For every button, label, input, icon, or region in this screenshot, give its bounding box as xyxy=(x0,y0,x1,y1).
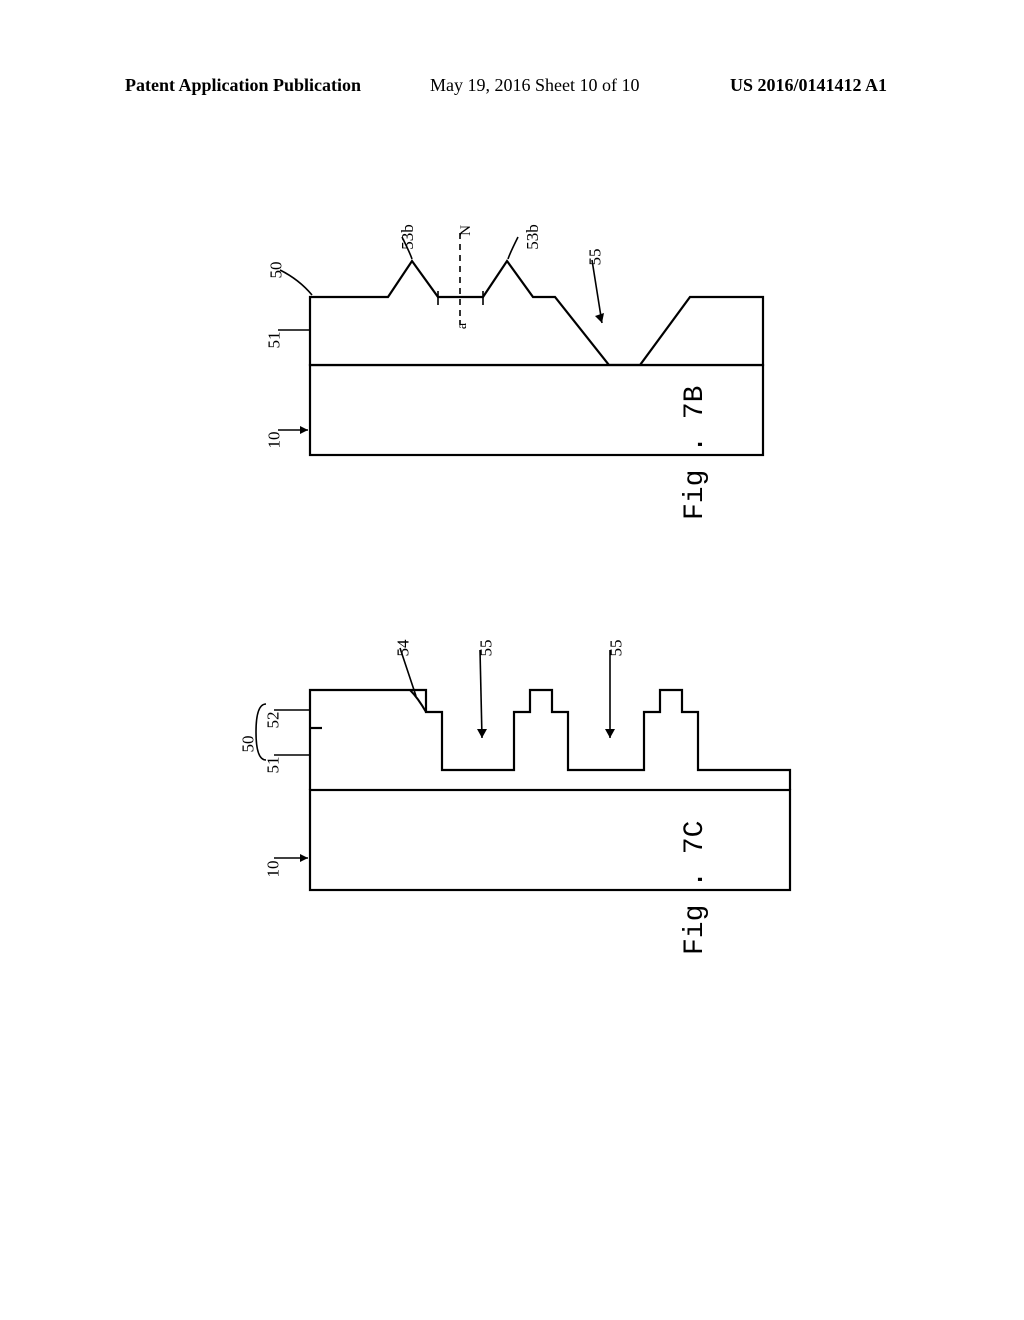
label-55-7c-1: 55 xyxy=(477,640,497,657)
label-52-7c: 52 xyxy=(264,712,284,729)
label-10-7c: 10 xyxy=(264,861,284,878)
fig-7c xyxy=(250,620,840,940)
label-54-7c: 54 xyxy=(394,640,414,657)
fig-7b-caption: Fig . 7B xyxy=(680,386,711,520)
header-mid: May 19, 2016 Sheet 10 of 10 xyxy=(430,75,639,96)
header-left: Patent Application Publication xyxy=(125,75,361,96)
header-right: US 2016/0141412 A1 xyxy=(730,75,887,96)
label-55-7b: 55 xyxy=(586,249,606,266)
fig-7c-caption: Fig . 7C xyxy=(680,821,711,955)
label-N: N xyxy=(458,225,475,236)
figure-area: 50 51 10 53b 53b N a 55 Fig . 7B xyxy=(190,200,830,1100)
label-50-7b: 50 xyxy=(267,262,287,279)
label-55-7c-2: 55 xyxy=(607,640,627,657)
label-a: a xyxy=(455,323,471,329)
label-50-7c: 50 xyxy=(239,736,259,753)
label-51-7c: 51 xyxy=(264,757,284,774)
label-10-7b: 10 xyxy=(265,432,285,449)
label-51-7b: 51 xyxy=(265,332,285,349)
label-53b-right: 53b xyxy=(523,224,543,250)
fig-7b xyxy=(260,225,820,525)
label-53b-left: 53b xyxy=(398,224,418,250)
page: Patent Application Publication May 19, 2… xyxy=(0,0,1024,1320)
